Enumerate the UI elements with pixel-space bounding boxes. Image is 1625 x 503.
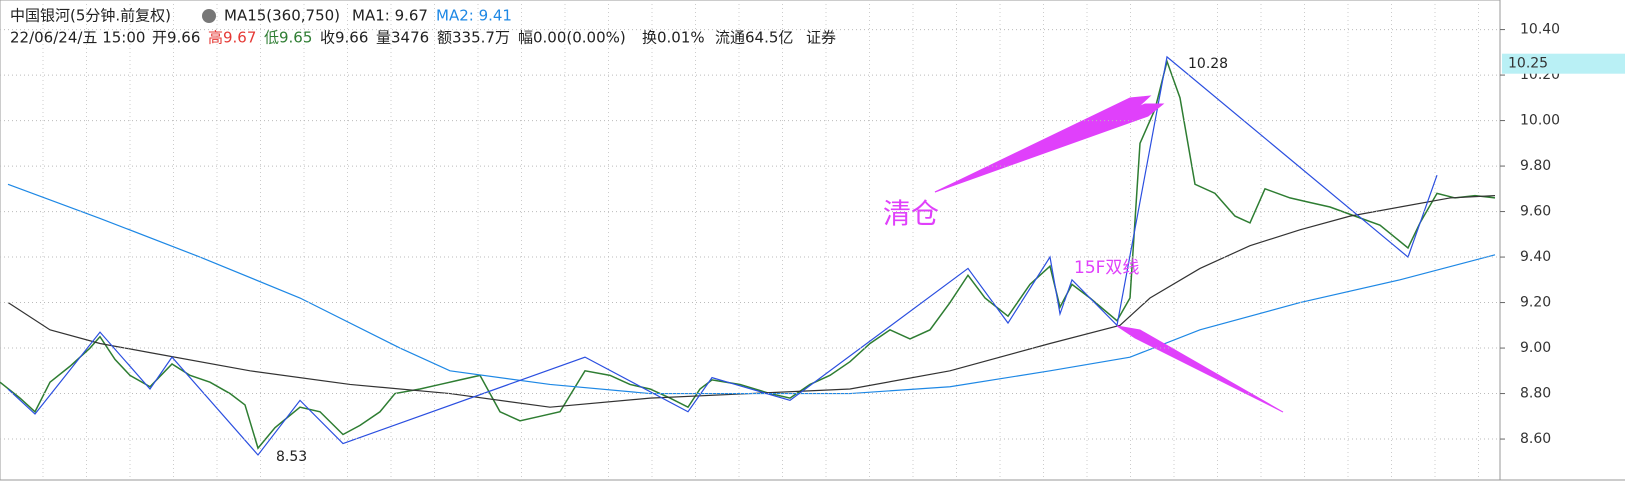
y-tick-label: 9.40 [1520, 249, 1551, 265]
current-price-box [1502, 53, 1625, 74]
volume: 量3476 [376, 29, 429, 47]
ma1: MA1: 9.67 [352, 7, 428, 25]
high-label: 10.28 [1188, 56, 1228, 72]
line [7, 183, 1496, 395]
y-tick-label: 8.80 [1520, 386, 1551, 402]
line [7, 195, 1496, 408]
y-tick-label: 8.60 [1520, 431, 1551, 447]
sell-label: 清仓 [883, 197, 939, 230]
high: 高9.67 [208, 29, 256, 47]
low-label: 8.53 [276, 449, 307, 465]
low: 低9.65 [264, 29, 312, 47]
datetime: 22/06/24/五 15:00 [10, 29, 145, 47]
icon [202, 9, 216, 23]
change: 幅0.00(0.00%) [518, 29, 626, 47]
arrow [934, 103, 1165, 193]
y-tick-label: 10.00 [1520, 113, 1560, 129]
line [7, 55, 1438, 456]
ma2: MA2: 9.41 [436, 7, 512, 25]
close: 收9.66 [320, 29, 368, 47]
v-grid [42, 0, 1479, 480]
y-tick-label: 10.40 [1520, 22, 1560, 38]
y-tick-label: 9.20 [1520, 295, 1551, 311]
arrows [934, 95, 1284, 413]
plot-frame [0, 0, 1501, 481]
y-tick-label: 9.80 [1520, 158, 1551, 174]
signal-label: 15F双线 [1074, 258, 1139, 278]
sector: 证券 [806, 29, 836, 47]
ma-setting: MA15(360,750) [224, 7, 340, 25]
amount: 额335.7万 [437, 29, 510, 47]
current-price-label: 10.25 [1508, 56, 1548, 72]
float: 流通64.5亿 [715, 29, 793, 47]
stock-name: 中国银河(5分钟.前复权) [10, 7, 171, 25]
header: 中国银河(5分钟.前复权) MA15(360,750) MA1: 9.67 MA… [10, 7, 836, 47]
arrow [1116, 325, 1284, 413]
open: 开9.66 [152, 29, 200, 47]
turnover: 换0.01% [642, 29, 705, 47]
series-layer [0, 55, 1496, 456]
y-tick-label: 9.60 [1520, 204, 1551, 220]
y-tick-label: 9.00 [1520, 340, 1551, 356]
line [0, 58, 1496, 450]
